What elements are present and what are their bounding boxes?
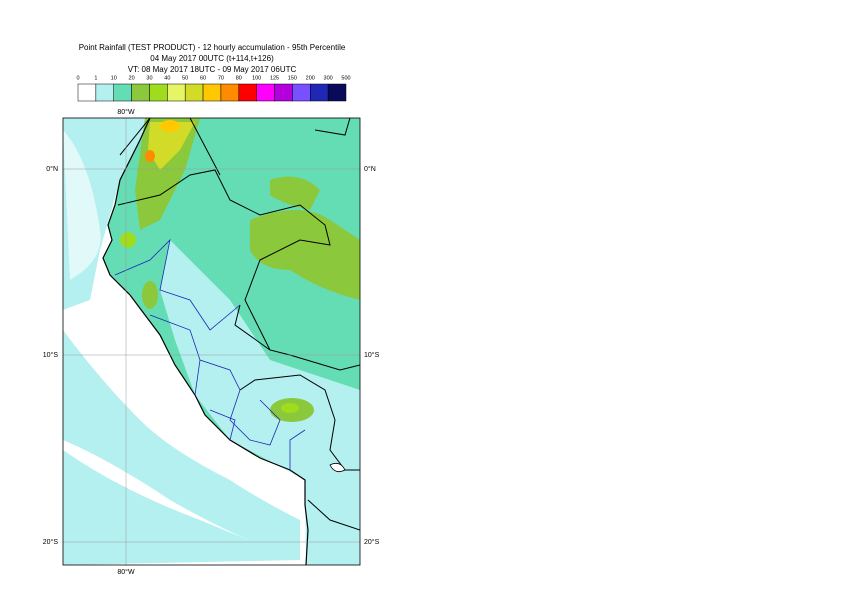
- colorbar-label: 70: [218, 75, 224, 81]
- graticule: 80°W 80°W 0°N 0°N 10°S 10°S 20°S 20°S: [43, 108, 380, 576]
- colorbar-label: 300: [324, 75, 333, 81]
- colorbar-label: 80: [236, 75, 242, 81]
- colorbar-swatch: [310, 83, 329, 102]
- colorbar-label: 20: [129, 75, 135, 81]
- colorbar-label: 10: [111, 75, 117, 81]
- lat-label: 0°N: [364, 165, 376, 173]
- colorbar-label: 0: [76, 75, 79, 81]
- title: Point Rainfall (TEST PRODUCT) - 12 hourl…: [79, 43, 346, 52]
- colorbar-label: 40: [164, 75, 170, 81]
- colorbar-label: 125: [270, 75, 279, 81]
- colorbar-swatch: [131, 83, 150, 102]
- colorbar-swatch: [95, 83, 114, 102]
- colorbar-swatch: [167, 83, 186, 102]
- map-frame: [62, 117, 361, 566]
- colorbar-label: 50: [182, 75, 188, 81]
- colorbar-swatch: [274, 83, 293, 102]
- colorbar-swatch: [184, 83, 204, 102]
- colorbar-label: 500: [341, 75, 350, 81]
- colorbar: 0 1 10 20 30 40 50 60 70 80 100 125 150 200 300 500: [76, 75, 351, 102]
- colorbar-label: 60: [200, 75, 206, 81]
- lat-label: 20°S: [364, 538, 380, 546]
- colorbar-swatch: [256, 83, 275, 102]
- map: [63, 118, 360, 565]
- lon-label: 80°W: [117, 568, 135, 576]
- colorbar-swatch: [327, 83, 347, 102]
- colorbar-label: 1: [94, 75, 97, 81]
- colorbar-swatch: [220, 83, 240, 102]
- colorbar-swatch: [202, 83, 222, 102]
- colorbar-label: 100: [252, 75, 261, 81]
- colorbar-label: 200: [306, 75, 315, 81]
- colorbar-label: 30: [146, 75, 152, 81]
- colorbar-swatch: [149, 83, 168, 102]
- run-time: 04 May 2017 00UTC (t+114,t+126): [150, 54, 274, 63]
- lat-label: 10°S: [43, 351, 59, 359]
- valid-time: VT: 08 May 2017 18UTC - 09 May 2017 06UT…: [128, 65, 297, 74]
- lon-label: 80°W: [117, 108, 135, 116]
- lat-label: 0°N: [46, 165, 58, 173]
- colorbar-label: 150: [288, 75, 297, 81]
- lat-label: 20°S: [43, 538, 59, 546]
- colorbar-swatch: [77, 83, 97, 102]
- colorbar-swatch: [238, 83, 257, 102]
- lat-label: 10°S: [364, 351, 380, 359]
- colorbar-swatch: [292, 83, 311, 102]
- colorbar-swatch: [113, 83, 132, 102]
